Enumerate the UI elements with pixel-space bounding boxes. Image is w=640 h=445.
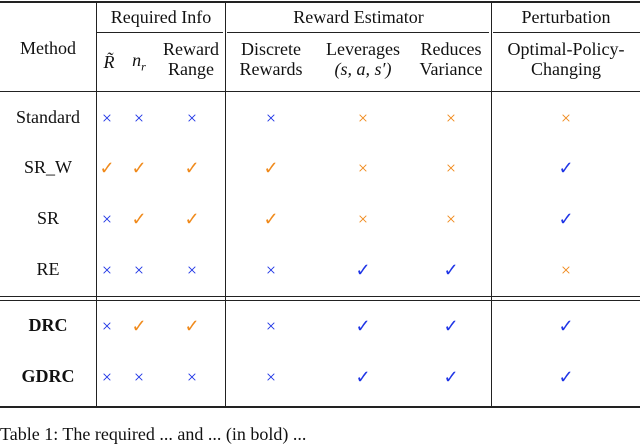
row-label-standard: Standard: [16, 107, 80, 127]
leverages-line1: Leverages: [326, 39, 400, 59]
cross-icon: ×: [186, 108, 198, 128]
cross-icon: ×: [133, 367, 145, 387]
check-icon: ✓: [443, 260, 459, 280]
check-icon: ✓: [558, 367, 574, 387]
cross-icon: ×: [265, 316, 277, 336]
cross-icon: ×: [186, 260, 198, 280]
cross-icon: ×: [560, 108, 572, 128]
check-icon: ✓: [443, 316, 459, 336]
check-icon: ✓: [263, 158, 279, 178]
cross-icon: ×: [445, 158, 457, 178]
col-header-discrete-rewards: Discrete Rewards: [226, 39, 316, 79]
group-header-perturbation: Perturbation: [521, 7, 611, 27]
cross-icon: ×: [186, 367, 198, 387]
check-icon: ✓: [558, 158, 574, 178]
check-icon: ✓: [355, 260, 371, 280]
row-label-sr-w: SR_W: [23, 157, 72, 177]
col-header-method: Method: [20, 38, 76, 58]
check-icon: ✓: [99, 158, 115, 178]
reward-range-line1: Reward: [163, 39, 219, 59]
row-label-re: RE: [36, 259, 60, 279]
n-r-main: n: [132, 50, 142, 70]
cross-icon: ×: [133, 260, 145, 280]
reward-range-line2: Range: [168, 59, 214, 79]
bottom-rule: [0, 406, 640, 408]
mid-rule-1: [0, 296, 640, 297]
cross-icon: ×: [101, 260, 113, 280]
col-header-leverages: Leverages (s, a, s′): [316, 39, 410, 79]
cross-icon: ×: [560, 260, 572, 280]
cross-icon: ×: [357, 209, 369, 229]
mid-rule-2: [0, 300, 640, 301]
cross-icon: ×: [265, 367, 277, 387]
cross-icon: ×: [133, 108, 145, 128]
discrete-line1: Discrete: [241, 39, 301, 59]
cross-icon: ×: [445, 209, 457, 229]
row-label-gdrc: GDRC: [21, 366, 75, 386]
check-icon: ✓: [558, 316, 574, 336]
check-icon: ✓: [443, 367, 459, 387]
optimal-line2: Changing: [531, 59, 601, 79]
check-icon: ✓: [131, 209, 147, 229]
vsep-method: [96, 2, 97, 406]
col-header-reduces-variance: Reduces Variance: [410, 39, 492, 79]
n-r-sub: r: [141, 59, 146, 74]
group-header-reward-estimator: Reward Estimator: [293, 7, 424, 27]
cross-icon: ×: [357, 158, 369, 178]
group-underline-required: [97, 32, 223, 33]
col-header-n-r: nr: [124, 50, 154, 77]
check-icon: ✓: [131, 316, 147, 336]
header-rule: [0, 91, 640, 92]
col-header-reward-range: Reward Range: [156, 39, 226, 79]
row-label-drc: DRC: [28, 315, 68, 335]
check-icon: ✓: [131, 158, 147, 178]
cross-icon: ×: [265, 108, 277, 128]
col-header-r-tilde: R̃: [103, 52, 115, 72]
vsep-estimator: [491, 2, 492, 406]
check-icon: ✓: [184, 209, 200, 229]
check-icon: ✓: [355, 367, 371, 387]
check-icon: ✓: [184, 316, 200, 336]
optimal-line1: Optimal-Policy-: [507, 39, 625, 59]
check-icon: ✓: [184, 158, 200, 178]
reduces-line1: Reduces: [420, 39, 482, 59]
leverages-line2: (s, a, s′): [334, 59, 392, 79]
reduces-line2: Variance: [419, 59, 483, 79]
vsep-required: [225, 2, 226, 406]
check-icon: ✓: [558, 209, 574, 229]
cross-icon: ×: [357, 108, 369, 128]
cross-icon: ×: [101, 108, 113, 128]
top-rule: [0, 1, 640, 3]
cross-icon: ×: [101, 209, 113, 229]
table-caption: Table 1: The required ... and ... (in bo…: [0, 424, 307, 444]
cross-icon: ×: [265, 260, 277, 280]
col-header-optimal-policy: Optimal-Policy- Changing: [492, 39, 640, 79]
group-header-required-info: Required Info: [110, 7, 212, 27]
check-icon: ✓: [263, 209, 279, 229]
row-label-sr: SR: [36, 208, 60, 228]
discrete-line2: Rewards: [239, 59, 303, 79]
cross-icon: ×: [445, 108, 457, 128]
group-underline-estimator: [227, 32, 489, 33]
cross-icon: ×: [101, 316, 113, 336]
cross-icon: ×: [101, 367, 113, 387]
group-underline-perturbation: [493, 32, 640, 33]
check-icon: ✓: [355, 316, 371, 336]
